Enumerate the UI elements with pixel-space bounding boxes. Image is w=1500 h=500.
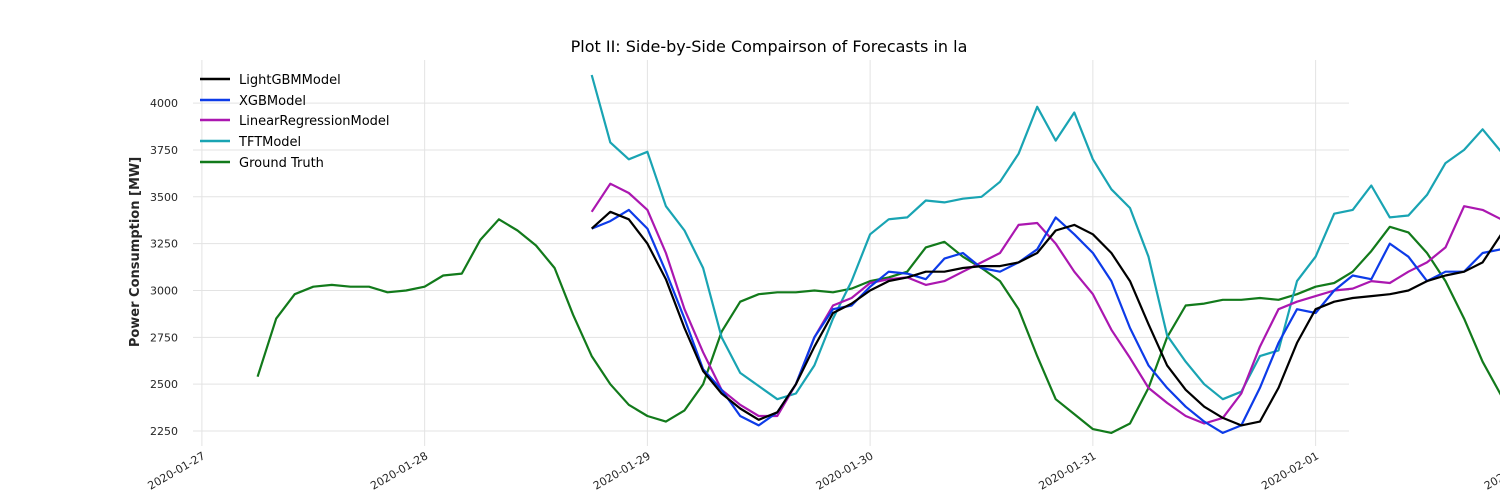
y-gridlines bbox=[193, 102, 1349, 432]
legend-label-ground-truth: Ground Truth bbox=[239, 156, 324, 171]
x-tick-label: 2020-01-30 bbox=[814, 449, 876, 492]
y-tick-label: 3500 bbox=[150, 191, 178, 204]
series-line-ground-truth bbox=[256, 218, 1500, 434]
legend: LightGBMModel XGBModel LinearRegressionM… bbox=[200, 73, 390, 171]
y-tick-label: 3000 bbox=[150, 284, 178, 297]
series-line-xgbmodel bbox=[591, 208, 1500, 434]
series-line-tftmodel bbox=[590, 74, 1500, 401]
y-tick-label: 2750 bbox=[150, 331, 178, 344]
legend-label-tft: TFTModel bbox=[238, 135, 301, 150]
legend-label-lightgbm: LightGBMModel bbox=[239, 73, 341, 88]
y-axis-label: Power Consumption [MW] bbox=[128, 157, 143, 347]
y-tick-label: 2500 bbox=[150, 378, 178, 391]
x-tick-label: 2020-02-01 bbox=[1259, 449, 1321, 492]
x-tick-label: 2020-01-31 bbox=[1036, 449, 1098, 492]
y-tick-label: 2250 bbox=[150, 425, 178, 438]
x-tick-label: 2020-01-29 bbox=[591, 449, 653, 492]
legend-label-xgb: XGBModel bbox=[239, 94, 306, 109]
y-tick-labels: 2250 2500 2750 3000 3250 3500 3750 4000 bbox=[150, 97, 178, 438]
x-tick-label: 2020-01-27 bbox=[146, 449, 208, 492]
y-tick-label: 4000 bbox=[150, 97, 178, 110]
legend-label-linear-regression: LinearRegressionModel bbox=[239, 114, 390, 129]
series-line-linearregressionmodel bbox=[590, 182, 1500, 425]
series-line-lightgbmmodel bbox=[590, 210, 1500, 427]
x-tick-label: 2020-02-02 bbox=[1482, 449, 1500, 492]
y-tick-label: 3250 bbox=[150, 238, 178, 251]
series-lines bbox=[256, 74, 1500, 434]
y-tick-label: 3750 bbox=[150, 144, 178, 157]
chart-title: Plot II: Side-by-Side Compairson of Fore… bbox=[571, 37, 968, 56]
x-tick-label: 2020-01-28 bbox=[368, 449, 430, 492]
x-tick-labels: 2020-01-27 2020-01-28 2020-01-29 2020-01-30… bbox=[146, 449, 1500, 492]
